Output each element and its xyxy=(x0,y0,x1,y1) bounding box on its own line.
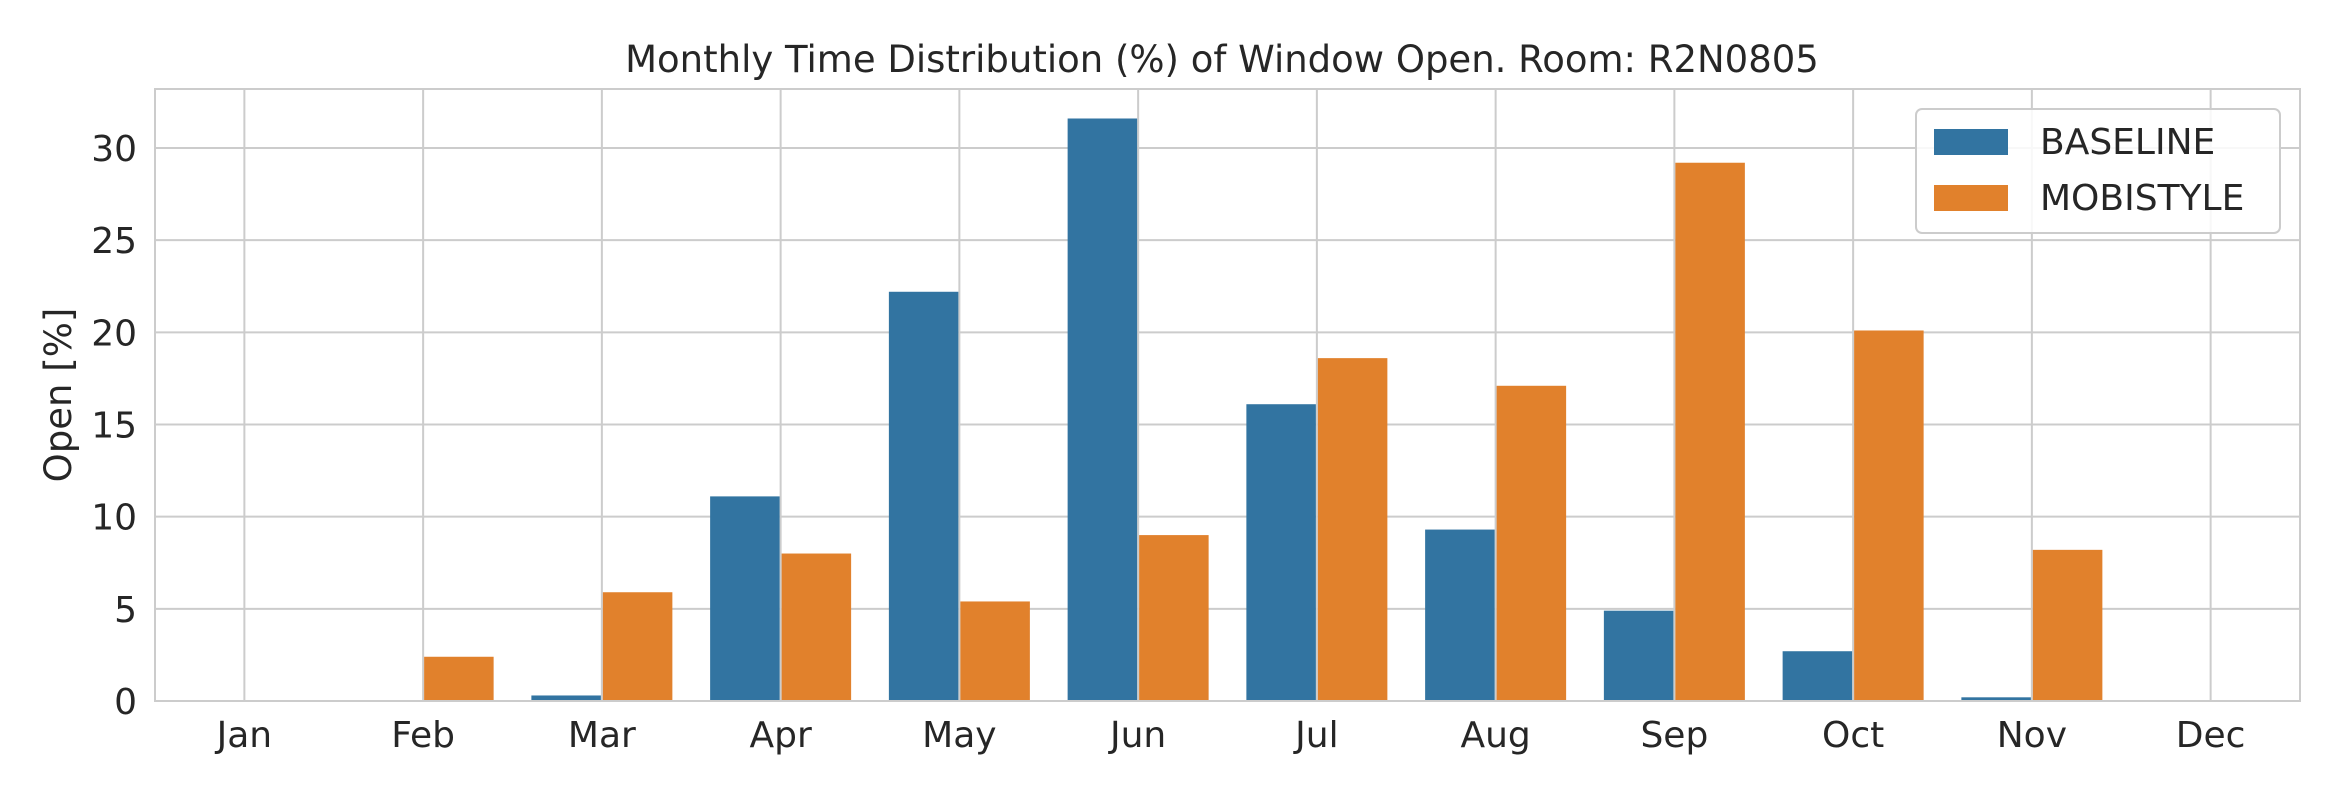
x-tick-label: Apr xyxy=(749,715,811,756)
legend-swatch-baseline xyxy=(1934,129,2008,155)
bar-mobistyle-jun xyxy=(1139,535,1209,701)
bar-baseline-may xyxy=(888,291,959,701)
bar-mobistyle-apr xyxy=(781,553,852,701)
x-tick-label: Jan xyxy=(215,715,273,756)
x-tick-label: May xyxy=(922,715,996,756)
bar-baseline-sep xyxy=(1603,610,1674,701)
x-tick-label: Feb xyxy=(391,715,455,756)
legend-label-mobistyle: MOBISTYLE xyxy=(2040,178,2244,219)
x-tick-label: Aug xyxy=(1460,715,1530,756)
bar-mobistyle-sep xyxy=(1675,162,1745,702)
bar-baseline-nov xyxy=(1961,697,2031,701)
bar-mobistyle-nov xyxy=(2032,549,2103,701)
bar-baseline-mar xyxy=(531,695,601,701)
plot-frame xyxy=(154,88,2301,702)
x-tick-label: Dec xyxy=(2176,715,2246,756)
grid-lines xyxy=(155,89,2300,702)
y-tick-label: 10 xyxy=(91,498,137,539)
y-tick-label: 5 xyxy=(114,590,137,631)
legend-swatch-mobistyle xyxy=(1934,185,2008,211)
y-tick-label: 20 xyxy=(91,313,137,354)
bar-baseline-aug xyxy=(1425,529,1495,701)
bar-mobistyle-feb xyxy=(424,656,494,701)
legend: BASELINE MOBISTYLE xyxy=(1915,108,2281,234)
y-axis-label: Open [%] xyxy=(37,308,80,483)
x-tick-label: Nov xyxy=(1997,715,2067,756)
bar-baseline-oct xyxy=(1782,651,1853,701)
chart-title: Monthly Time Distribution (%) of Window … xyxy=(625,38,1819,81)
y-tick-label: 25 xyxy=(91,221,137,262)
x-tick-label: Jun xyxy=(1108,715,1166,756)
bars xyxy=(424,118,2103,702)
x-tick-label: Mar xyxy=(568,715,636,756)
y-tick-label: 15 xyxy=(91,405,137,446)
legend-label-baseline: BASELINE xyxy=(2040,122,2215,163)
bar-baseline-apr xyxy=(710,496,780,701)
bar-baseline-jul xyxy=(1246,404,1316,701)
bar-mobistyle-mar xyxy=(602,592,673,701)
x-tick-label: Oct xyxy=(1822,715,1884,756)
bar-mobistyle-may xyxy=(960,601,1030,701)
bar-mobistyle-oct xyxy=(1854,330,1924,701)
y-tick-label: 30 xyxy=(91,129,137,170)
x-tick-label: Sep xyxy=(1640,715,1708,756)
x-tick-label: Jul xyxy=(1293,715,1338,756)
tick-labels: 0 5 10 15 20 25 30 Jan Feb Mar Apr May Jun Jul Aug Sep O… xyxy=(91,129,2245,756)
y-tick-label: 0 xyxy=(114,682,137,723)
bar-baseline-jun xyxy=(1067,118,1138,702)
bar-mobistyle-aug xyxy=(1496,385,1567,701)
bar-mobistyle-jul xyxy=(1317,358,1388,701)
